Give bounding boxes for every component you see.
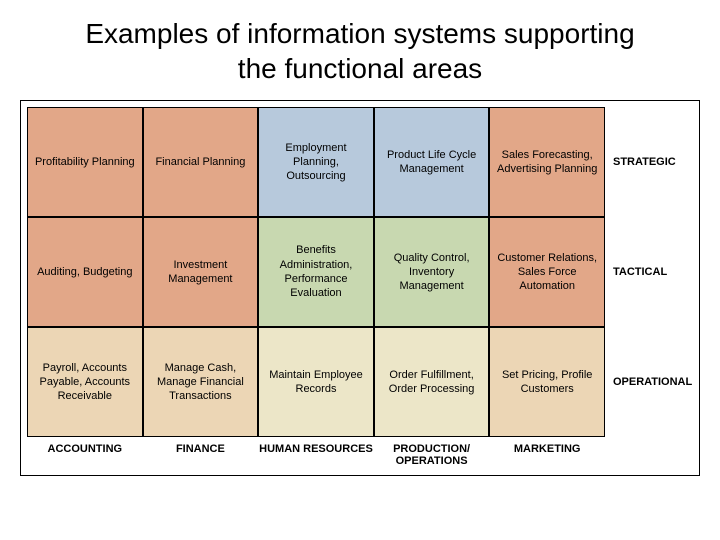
- cell-tactical-accounting: Auditing, Budgeting: [27, 217, 143, 327]
- col-label-production: PRODUCTION/ OPERATIONS: [374, 437, 490, 469]
- cell-operational-finance: Manage Cash, Manage Financial Transactio…: [143, 327, 259, 437]
- cell-strategic-marketing: Sales Forecasting, Advertising Planning: [489, 107, 605, 217]
- page: Examples of information systems supporti…: [0, 0, 720, 540]
- cell-strategic-finance: Financial Planning: [143, 107, 259, 217]
- cell-operational-marketing: Set Pricing, Profile Customers: [489, 327, 605, 437]
- col-label-hr: HUMAN RESOURCES: [258, 437, 374, 469]
- col-label-accounting: ACCOUNTING: [27, 437, 143, 469]
- cell-tactical-marketing: Customer Relations, Sales Force Automati…: [489, 217, 605, 327]
- cell-tactical-production: Quality Control, Inventory Management: [374, 217, 490, 327]
- col-label-finance: FINANCE: [143, 437, 259, 469]
- matrix-container: Profitability Planning Financial Plannin…: [20, 100, 700, 476]
- matrix-grid: Profitability Planning Financial Plannin…: [27, 107, 693, 469]
- row-label-tactical: TACTICAL: [605, 217, 693, 327]
- cell-operational-production: Order Fulfillment, Order Processing: [374, 327, 490, 437]
- row-label-strategic: STRATEGIC: [605, 107, 693, 217]
- page-title: Examples of information systems supporti…: [80, 16, 640, 86]
- row-label-operational: OPERATIONAL: [605, 327, 693, 437]
- cell-operational-hr: Maintain Employee Records: [258, 327, 374, 437]
- corner-empty: [605, 437, 693, 469]
- cell-tactical-finance: Investment Management: [143, 217, 259, 327]
- cell-strategic-hr: Employment Planning, Outsourcing: [258, 107, 374, 217]
- col-label-marketing: MARKETING: [489, 437, 605, 469]
- cell-tactical-hr: Benefits Administration, Performance Eva…: [258, 217, 374, 327]
- cell-operational-accounting: Payroll, Accounts Payable, Accounts Rece…: [27, 327, 143, 437]
- cell-strategic-accounting: Profitability Planning: [27, 107, 143, 217]
- cell-strategic-production: Product Life Cycle Management: [374, 107, 490, 217]
